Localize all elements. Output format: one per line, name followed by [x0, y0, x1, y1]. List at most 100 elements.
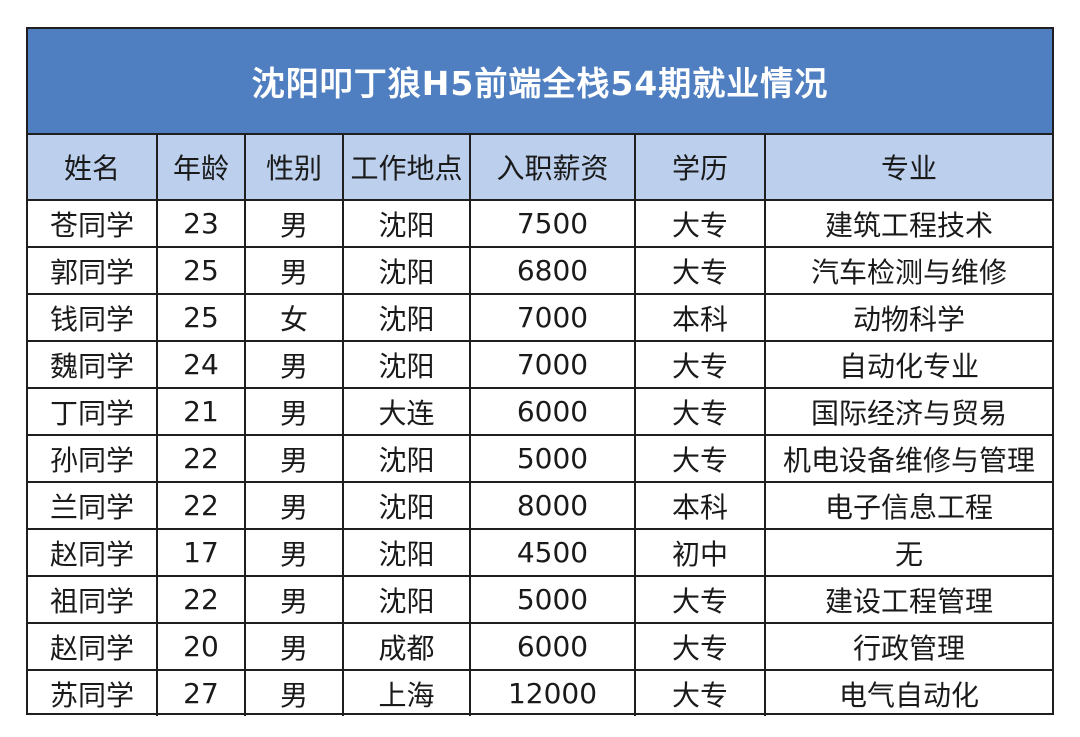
cell-salary: 7000: [469, 340, 636, 389]
table-row: 孙同学 22 男沈阳 5000 大专 机电设备维修与管理: [28, 434, 1052, 483]
cell-location: 沈阳: [342, 481, 471, 530]
header-row: 姓名 年龄 性别 工作地点 入职薪资 学历 专业: [28, 135, 1052, 201]
cell-location: 上海: [342, 669, 471, 716]
cell-location: 大连: [342, 387, 471, 436]
cell-name: 孙同学: [28, 434, 158, 483]
cell-name: 赵同学: [28, 528, 158, 577]
cell-salary: 12000: [469, 669, 636, 716]
cell-education: 大专: [634, 387, 766, 436]
table-row: 赵同学 17 男沈阳 4500 初中无: [28, 528, 1052, 577]
cell-age: 20: [156, 622, 246, 671]
table-row: 赵同学 20 男成都 6000 大专 行政管理: [28, 622, 1052, 671]
cell-location: 成都: [342, 622, 471, 671]
cell-name: 苏同学: [28, 669, 158, 716]
cell-major: 无: [764, 528, 1052, 577]
cell-name: 魏同学: [28, 340, 158, 389]
cell-major: 建设工程管理: [764, 575, 1052, 624]
cell-salary: 6000: [469, 387, 636, 436]
cell-name: 苍同学: [28, 199, 158, 248]
cell-gender: 女: [244, 293, 344, 342]
cell-gender: 男: [244, 622, 344, 671]
cell-major: 电气自动化: [764, 669, 1052, 716]
cell-age: 22: [156, 575, 246, 624]
cell-major: 汽车检测与维修: [764, 246, 1052, 295]
cell-name: 郭同学: [28, 246, 158, 295]
cell-age: 17: [156, 528, 246, 577]
cell-education: 大专: [634, 669, 766, 716]
cell-salary: 7000: [469, 293, 636, 342]
cell-education: 大专: [634, 246, 766, 295]
table-row: 兰同学 22 男沈阳 8000 本科 电子信息工程: [28, 481, 1052, 530]
cell-major: 动物科学: [764, 293, 1052, 342]
title-bar: 沈阳叩丁狼H5前端全栈54期就业情况: [28, 29, 1052, 135]
cell-age: 23: [156, 199, 246, 248]
cell-gender: 男: [244, 481, 344, 530]
table-row: 魏同学 24 男沈阳 7000 大专 自动化专业: [28, 340, 1052, 389]
cell-gender: 男: [244, 199, 344, 248]
column-header-education: 学历: [634, 135, 766, 201]
cell-salary: 5000: [469, 575, 636, 624]
table-row: 丁同学 21 男大连 6000 大专 国际经济与贸易: [28, 387, 1052, 436]
cell-gender: 男: [244, 340, 344, 389]
cell-age: 22: [156, 481, 246, 530]
column-header-major: 专业: [764, 135, 1052, 201]
cell-education: 本科: [634, 481, 766, 530]
cell-gender: 男: [244, 528, 344, 577]
cell-salary: 6000: [469, 622, 636, 671]
cell-salary: 6800: [469, 246, 636, 295]
column-header-name: 姓名: [28, 135, 158, 201]
cell-age: 25: [156, 293, 246, 342]
cell-major: 国际经济与贸易: [764, 387, 1052, 436]
cell-location: 沈阳: [342, 293, 471, 342]
table-body: 苍同学 23 男沈阳 7500 大专 建筑工程技术 郭同学 25 男沈阳 6800 大专 汽车检测与维…: [28, 199, 1052, 716]
column-header-gender: 性别: [244, 135, 344, 201]
cell-gender: 男: [244, 669, 344, 716]
cell-education: 大专: [634, 622, 766, 671]
cell-gender: 男: [244, 387, 344, 436]
cell-major: 行政管理: [764, 622, 1052, 671]
column-header-age: 年龄: [156, 135, 246, 201]
cell-salary: 4500: [469, 528, 636, 577]
cell-location: 沈阳: [342, 528, 471, 577]
cell-education: 大专: [634, 199, 766, 248]
cell-location: 沈阳: [342, 340, 471, 389]
cell-major: 机电设备维修与管理: [764, 434, 1052, 483]
cell-gender: 男: [244, 434, 344, 483]
cell-age: 24: [156, 340, 246, 389]
cell-name: 祖同学: [28, 575, 158, 624]
cell-education: 大专: [634, 340, 766, 389]
employment-table-sheet: 沈阳叩丁狼H5前端全栈54期就业情况 姓名 年龄 性别 工作地点 入职薪资 学历 专业 苍同…: [26, 27, 1054, 716]
table-row: 郭同学 25 男沈阳 6800 大专 汽车检测与维修: [28, 246, 1052, 295]
cell-name: 赵同学: [28, 622, 158, 671]
cell-location: 沈阳: [342, 575, 471, 624]
cell-education: 大专: [634, 434, 766, 483]
cell-major: 电子信息工程: [764, 481, 1052, 530]
cell-age: 22: [156, 434, 246, 483]
cell-age: 21: [156, 387, 246, 436]
cell-education: 初中: [634, 528, 766, 577]
employment-table: 姓名 年龄 性别 工作地点 入职薪资 学历 专业 苍同学 23 男沈阳 7500 大专 建筑工程技术郭…: [28, 135, 1052, 716]
cell-name: 钱同学: [28, 293, 158, 342]
column-header-salary: 入职薪资: [469, 135, 636, 201]
cell-name: 丁同学: [28, 387, 158, 436]
cell-salary: 8000: [469, 481, 636, 530]
table-row: 苏同学 27 男上海 12000 大专 电气自动化: [28, 669, 1052, 716]
table-row: 祖同学 22 男沈阳 5000 大专 建设工程管理: [28, 575, 1052, 624]
cell-location: 沈阳: [342, 434, 471, 483]
cell-salary: 7500: [469, 199, 636, 248]
table-row: 苍同学 23 男沈阳 7500 大专 建筑工程技术: [28, 199, 1052, 248]
cell-education: 大专: [634, 575, 766, 624]
cell-education: 本科: [634, 293, 766, 342]
table-row: 钱同学 25 女沈阳 7000 本科 动物科学: [28, 293, 1052, 342]
cell-location: 沈阳: [342, 246, 471, 295]
cell-age: 25: [156, 246, 246, 295]
cell-gender: 男: [244, 575, 344, 624]
table-title: 沈阳叩丁狼H5前端全栈54期就业情况: [251, 64, 829, 103]
cell-gender: 男: [244, 246, 344, 295]
cell-major: 自动化专业: [764, 340, 1052, 389]
column-header-location: 工作地点: [342, 135, 471, 201]
cell-age: 27: [156, 669, 246, 716]
cell-major: 建筑工程技术: [764, 199, 1052, 248]
cell-salary: 5000: [469, 434, 636, 483]
cell-name: 兰同学: [28, 481, 158, 530]
